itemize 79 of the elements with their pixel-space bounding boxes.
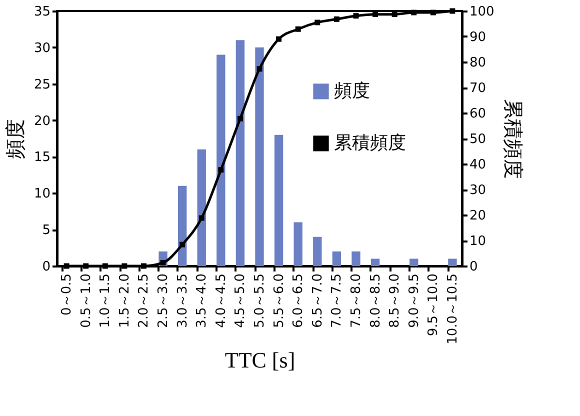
bar bbox=[216, 54, 226, 266]
x-tick-label: 0.5～1.0 bbox=[78, 274, 94, 328]
bar bbox=[313, 236, 322, 266]
x-tick-label: 9.5～10.0 bbox=[426, 274, 442, 336]
point bbox=[430, 10, 436, 16]
y-tick-label: 25 bbox=[34, 77, 50, 92]
legend-label: 頻度 bbox=[334, 80, 370, 102]
point bbox=[353, 13, 359, 19]
y2-tick-label: 90 bbox=[470, 30, 486, 45]
point bbox=[276, 36, 282, 42]
bar bbox=[294, 222, 302, 266]
y-axis-title: 頻度 bbox=[2, 119, 27, 159]
y-tick-label: 5 bbox=[42, 223, 50, 238]
point bbox=[160, 260, 166, 266]
y2-tick-label: 100 bbox=[470, 4, 494, 20]
y-tick-label: 0 bbox=[42, 260, 50, 274]
bar bbox=[178, 186, 187, 266]
x-axis-title: TTC [s] bbox=[224, 347, 296, 372]
x-tick-label: 6.5～7.0 bbox=[310, 274, 326, 328]
bar bbox=[197, 149, 206, 266]
y-tick-label: 30 bbox=[34, 40, 50, 56]
y2-tick-label: 40 bbox=[470, 158, 486, 172]
point bbox=[392, 12, 398, 18]
point bbox=[180, 242, 186, 248]
point bbox=[198, 215, 204, 221]
x-tick-label: 7.5～8.0 bbox=[348, 274, 364, 328]
point bbox=[218, 167, 224, 173]
x-tick-label: 3.5～4.0 bbox=[194, 274, 210, 328]
x-tick-label: 8.0～8.5 bbox=[368, 274, 384, 328]
point bbox=[83, 263, 89, 269]
y2-tick-label: 0 bbox=[470, 260, 478, 274]
y-tick-label: 20 bbox=[34, 114, 50, 129]
point bbox=[256, 66, 262, 72]
x-tick-label: 0～0.5 bbox=[60, 274, 75, 316]
bar bbox=[448, 258, 457, 266]
y2-tick-label: 10 bbox=[470, 234, 486, 249]
point bbox=[450, 8, 456, 14]
y2-tick-label: 50 bbox=[470, 132, 486, 147]
x-tick-label: 9.0～9.5 bbox=[406, 274, 422, 328]
x-tick-label: 2.5～3.0 bbox=[156, 274, 172, 328]
x-tick-label: 6.0～6.5 bbox=[291, 274, 306, 328]
point bbox=[140, 263, 146, 269]
x-tick-label: 1.0～1.5 bbox=[98, 274, 114, 328]
bar bbox=[410, 258, 418, 266]
x-tick-label: 5.0～5.5 bbox=[252, 274, 268, 328]
x-tick-label: 1.5～2.0 bbox=[117, 274, 132, 328]
x-tick-label: 7.0～7.5 bbox=[330, 274, 345, 328]
point bbox=[64, 263, 70, 269]
point bbox=[411, 10, 417, 16]
point bbox=[314, 20, 320, 26]
point bbox=[237, 116, 243, 122]
x-tick-label: 10.0～10.5 bbox=[445, 274, 460, 344]
bar bbox=[370, 258, 380, 266]
y2-tick-label: 60 bbox=[470, 106, 486, 122]
x-tick-label: 4.5～5.0 bbox=[233, 274, 248, 328]
y2-tick-label: 70 bbox=[470, 81, 486, 96]
y2-tick-label: 20 bbox=[470, 208, 486, 224]
y-tick-label: 15 bbox=[34, 150, 50, 166]
point bbox=[295, 26, 301, 32]
point bbox=[372, 12, 378, 18]
x-tick-label: 2.0～2.5 bbox=[136, 274, 152, 328]
y2-tick-label: 30 bbox=[470, 183, 486, 198]
bar bbox=[274, 134, 284, 266]
point bbox=[102, 263, 108, 269]
point bbox=[334, 16, 340, 22]
bar bbox=[332, 251, 342, 266]
x-tick-label: 3.0～3.5 bbox=[175, 274, 190, 328]
bar bbox=[255, 47, 264, 266]
bar bbox=[236, 40, 245, 266]
x-tick-label: 4.0～4.5 bbox=[214, 274, 229, 328]
y2-axis-title: 累積頻度 bbox=[501, 99, 526, 179]
y-tick-label: 10 bbox=[34, 186, 50, 202]
y-tick-label: 35 bbox=[34, 4, 50, 20]
legend-label: 累積頻度 bbox=[334, 132, 406, 154]
y2-tick-label: 80 bbox=[470, 56, 486, 70]
point bbox=[122, 263, 128, 269]
x-tick-label: 5.5～6.0 bbox=[272, 274, 287, 328]
bar bbox=[352, 251, 360, 266]
x-tick-label: 8.5～9.0 bbox=[388, 274, 403, 328]
